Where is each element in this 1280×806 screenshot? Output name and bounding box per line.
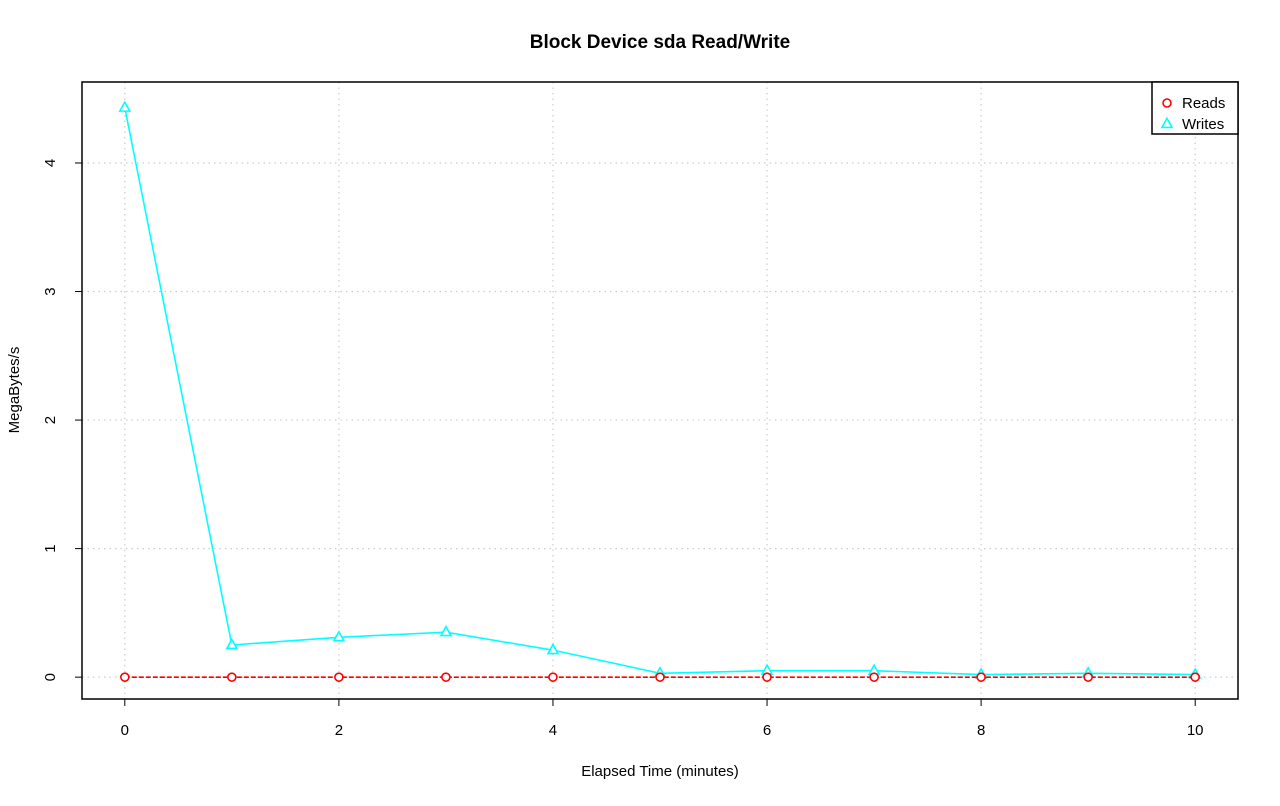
writes-point [118,100,132,112]
x-axis-label: Elapsed Time (minutes) [581,763,739,780]
reads-point [227,672,237,682]
x-tick-label: 10 [1187,722,1204,739]
y-tick-label: 0 [42,673,59,681]
reads-point [1083,672,1093,682]
reads-point [762,672,772,682]
y-tick-label: 3 [42,287,59,295]
writes-point [546,642,560,655]
legend-writes-label: Writes [1182,116,1224,133]
writes-point [332,630,346,642]
y-axis-label: MegaBytes/s [6,347,23,434]
y-tick-label: 4 [42,159,59,167]
reads-point [976,672,986,682]
writes-point [439,624,453,637]
reads-point [548,672,558,682]
legend-writes-marker [1160,116,1174,129]
x-tick-label: 6 [763,722,771,739]
plot-frame [81,81,1239,700]
x-tick-label: 8 [977,722,985,739]
reads-point [120,672,130,682]
y-tick-label: 2 [42,416,59,424]
y-tick-label: 1 [42,544,59,552]
reads-point [655,672,665,682]
series-layer [118,100,1202,682]
x-tick-label: 4 [549,722,557,739]
legend-reads-label: Reads [1182,95,1225,112]
reads-point [869,672,879,682]
x-tick-label: 0 [121,722,129,739]
legend: Reads Writes [1151,81,1239,135]
axes: 0 2 4 6 8 10 0 1 2 3 4 [42,159,1204,739]
reads-point [441,672,451,682]
legend-reads-marker [1162,98,1172,108]
chart-title: Block Device sda Read/Write [530,32,790,53]
reads-point [334,672,344,682]
x-tick-label: 2 [335,722,343,739]
reads-point [1190,672,1200,682]
writes-point [225,637,239,650]
